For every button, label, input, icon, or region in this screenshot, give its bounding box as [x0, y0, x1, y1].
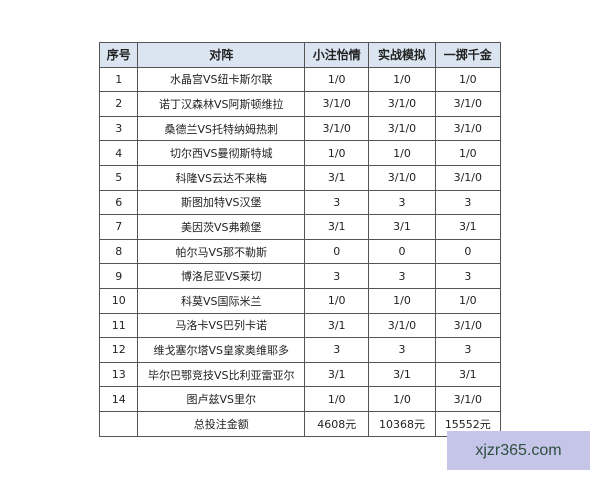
cell-real: 3/1: [368, 214, 436, 240]
cell-match: 毕尔巴鄂竞技VS比利亚雷亚尔: [137, 361, 306, 388]
cell-real: 3: [368, 263, 436, 289]
cell-big: 3/1: [434, 361, 502, 388]
header-big: 一掷千金: [434, 42, 502, 68]
cell-match: 切尔西VS曼彻斯特城: [137, 140, 306, 166]
cell-real: 3/1/0: [368, 164, 436, 191]
table-row: 1 水晶宫VS纽卡斯尔联 1/0 1/0 1/0: [98, 66, 502, 93]
cell-match: 桑德兰VS托特纳姆热刺: [137, 115, 306, 142]
cell-match: 水晶宫VS纽卡斯尔联: [137, 66, 306, 93]
cell-match: 博洛尼亚VS莱切: [137, 263, 306, 289]
cell-small: 1/0: [304, 140, 370, 166]
total-value: 4608元: [304, 410, 370, 437]
cell-index: 9: [98, 263, 139, 289]
cell-index: 14: [98, 386, 139, 412]
total-value: 10368元: [368, 410, 436, 437]
cell-match: 科隆VS云达不来梅: [137, 164, 306, 191]
cell-real: 3: [368, 337, 436, 363]
cell-small: 3: [304, 189, 370, 216]
cell-index: 13: [98, 361, 139, 388]
cell-big: 3/1/0: [434, 312, 502, 339]
cell-big: 1/0: [434, 140, 502, 166]
cell-index: 4: [98, 140, 139, 166]
cell-small: 3/1/0: [304, 91, 370, 117]
cell-index: 8: [98, 238, 139, 265]
cell-real: 1/0: [368, 287, 436, 314]
cell-match: 美因茨VS弗赖堡: [137, 214, 306, 240]
total-label: 总投注金额: [137, 410, 306, 437]
cell-big: 3: [434, 263, 502, 289]
table-row: 10 科莫VS国际米兰 1/0 1/0 1/0: [98, 287, 502, 314]
cell-big: 3: [434, 337, 502, 363]
cell-real: 3/1/0: [368, 312, 436, 339]
cell-real: 3/1/0: [368, 91, 436, 117]
cell-index: 12: [98, 337, 139, 363]
cell-match: 维戈塞尔塔VS皇家奥维耶多: [137, 337, 306, 363]
cell-match: 图卢兹VS里尔: [137, 386, 306, 412]
watermark: xjzr365.com: [447, 431, 590, 470]
header-row: 序号 对阵 小注怡情 实战模拟 一掷千金: [98, 42, 502, 68]
cell-big: 1/0: [434, 66, 502, 93]
cell-index: 1: [98, 66, 139, 93]
header-index: 序号: [98, 42, 139, 68]
table-row: 8 帕尔马VS那不勒斯 0 0 0: [98, 238, 502, 265]
cell-index: 2: [98, 91, 139, 117]
cell-index: 3: [98, 115, 139, 142]
cell-small: 1/0: [304, 287, 370, 314]
cell-big: 3/1/0: [434, 386, 502, 412]
cell-small: 1/0: [304, 386, 370, 412]
cell-small: 3/1/0: [304, 115, 370, 142]
cell-match: 马洛卡VS巴列卡诺: [137, 312, 306, 339]
cell-match: 帕尔马VS那不勒斯: [137, 238, 306, 265]
cell-big: 3/1: [434, 214, 502, 240]
cell-match: 科莫VS国际米兰: [137, 287, 306, 314]
cell-small: 1/0: [304, 66, 370, 93]
table-row: 7 美因茨VS弗赖堡 3/1 3/1 3/1: [98, 214, 502, 240]
table-row: 3 桑德兰VS托特纳姆热刺 3/1/0 3/1/0 3/1/0: [98, 115, 502, 142]
cell-index: 11: [98, 312, 139, 339]
header-real: 实战模拟: [368, 42, 436, 68]
table-row: 6 斯图加特VS汉堡 3 3 3: [98, 189, 502, 216]
cell-small: 3/1: [304, 361, 370, 388]
cell-real: 1/0: [368, 66, 436, 93]
cell-real: 3/1/0: [368, 115, 436, 142]
cell-big: 3/1/0: [434, 164, 502, 191]
table-row: 5 科隆VS云达不来梅 3/1 3/1/0 3/1/0: [98, 164, 502, 191]
table-row: 11 马洛卡VS巴列卡诺 3/1 3/1/0 3/1/0: [98, 312, 502, 339]
cell-small: 0: [304, 238, 370, 265]
table-row: 13 毕尔巴鄂竞技VS比利亚雷亚尔 3/1 3/1 3/1: [98, 361, 502, 388]
table-row: 12 维戈塞尔塔VS皇家奥维耶多 3 3 3: [98, 337, 502, 363]
cell-real: 3: [368, 189, 436, 216]
cell-small: 3: [304, 337, 370, 363]
header-match: 对阵: [137, 42, 306, 68]
cell-real: 0: [368, 238, 436, 265]
table-row: 14 图卢兹VS里尔 1/0 1/0 3/1/0: [98, 386, 502, 412]
betting-table: 序号 对阵 小注怡情 实战模拟 一掷千金 1 水晶宫VS纽卡斯尔联 1/0 1/0 1/…: [98, 42, 502, 437]
cell-small: 3/1: [304, 214, 370, 240]
total-row: 总投注金额 4608元 10368元 15552元: [98, 410, 502, 437]
cell-big: 3: [434, 189, 502, 216]
cell-real: 1/0: [368, 140, 436, 166]
table-row: 4 切尔西VS曼彻斯特城 1/0 1/0 1/0: [98, 140, 502, 166]
cell-real: 1/0: [368, 386, 436, 412]
cell-big: 1/0: [434, 287, 502, 314]
cell-big: 0: [434, 238, 502, 265]
cell-match: 诺丁汉森林VS阿斯顿维拉: [137, 91, 306, 117]
cell-big: 3/1/0: [434, 91, 502, 117]
cell-index: 5: [98, 164, 139, 191]
cell-index: 6: [98, 189, 139, 216]
cell-match: 斯图加特VS汉堡: [137, 189, 306, 216]
header-small: 小注怡情: [304, 42, 370, 68]
cell-small: 3: [304, 263, 370, 289]
cell-real: 3/1: [368, 361, 436, 388]
cell-small: 3/1: [304, 164, 370, 191]
cell-empty: [98, 410, 139, 437]
cell-small: 3/1: [304, 312, 370, 339]
cell-big: 3/1/0: [434, 115, 502, 142]
cell-index: 7: [98, 214, 139, 240]
table-row: 9 博洛尼亚VS莱切 3 3 3: [98, 263, 502, 289]
table-row: 2 诺丁汉森林VS阿斯顿维拉 3/1/0 3/1/0 3/1/0: [98, 91, 502, 117]
cell-index: 10: [98, 287, 139, 314]
